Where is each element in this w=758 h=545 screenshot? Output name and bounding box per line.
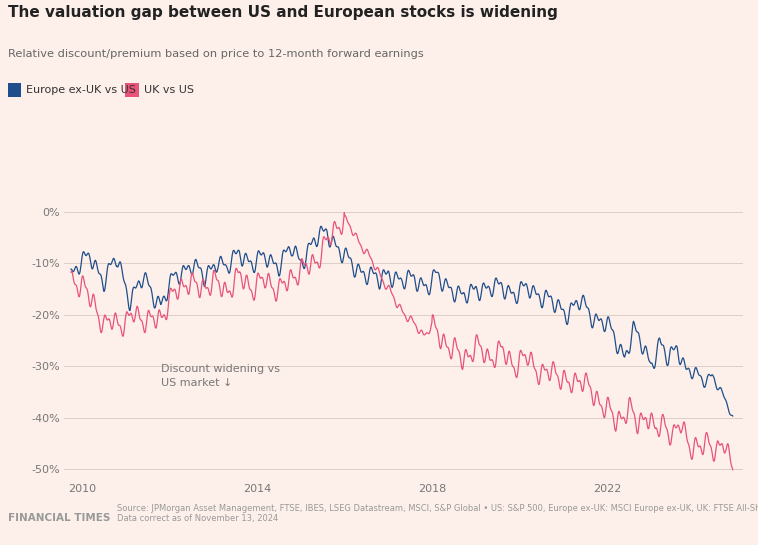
Text: Relative discount/premium based on price to 12-month forward earnings: Relative discount/premium based on price… [8,49,423,59]
Bar [125,83,139,97]
Text: Discount widening vs
US market ↓: Discount widening vs US market ↓ [161,364,280,387]
Text: Europe ex-UK vs US: Europe ex-UK vs US [26,86,136,95]
Bar [8,83,21,97]
Text: FINANCIAL TIMES: FINANCIAL TIMES [8,513,110,523]
Text: UK vs US: UK vs US [144,86,194,95]
Text: The valuation gap between US and European stocks is widening: The valuation gap between US and Europea… [8,5,557,21]
Text: Source: JPMorgan Asset Management, FTSE, IBES, LSEG Datastream, MSCI, S&P Global: Source: JPMorgan Asset Management, FTSE,… [117,504,758,523]
